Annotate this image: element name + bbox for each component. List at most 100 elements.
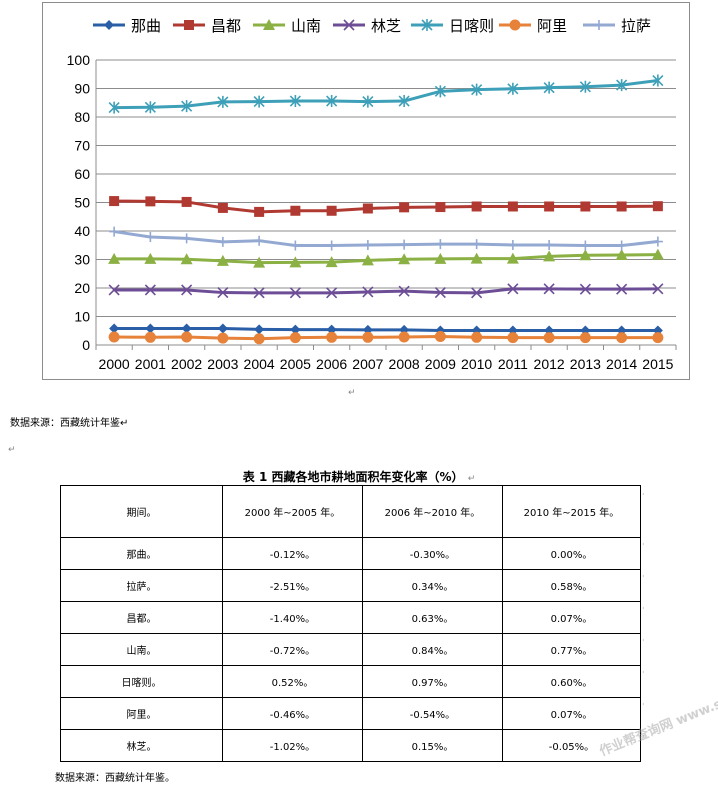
data-point bbox=[217, 332, 229, 344]
rate-cell: 0.34%。 bbox=[362, 569, 503, 602]
x-tick-label: 2001 bbox=[135, 356, 166, 372]
series-line-拉萨 bbox=[113, 230, 659, 248]
data-point bbox=[616, 283, 628, 295]
x-tick-label: 2014 bbox=[606, 356, 637, 372]
data-point bbox=[181, 196, 192, 207]
row-end-mark: · bbox=[642, 490, 645, 499]
data-point bbox=[615, 248, 628, 260]
data-point bbox=[579, 80, 591, 93]
data-point bbox=[289, 95, 301, 108]
data-point bbox=[216, 254, 229, 266]
data-point bbox=[579, 283, 591, 295]
data-point bbox=[145, 323, 156, 334]
data-point bbox=[108, 284, 120, 296]
y-tick-label: 30 bbox=[74, 252, 90, 268]
data-point bbox=[652, 283, 664, 295]
data-point bbox=[616, 240, 627, 251]
region-name-cell: 昌都。 bbox=[60, 601, 223, 634]
y-tick-label: 60 bbox=[74, 166, 90, 182]
chart-canvas: 0 10 20 30 40 50 60 70 80 90 100 2000 2001 2002 2003 20… bbox=[67, 17, 677, 372]
data-point bbox=[289, 287, 301, 299]
data-point bbox=[326, 95, 338, 108]
data-point bbox=[399, 239, 410, 250]
table-title: 表 1 西藏各地市耕地面积年变化率（%） ↵ bbox=[0, 468, 718, 485]
data-point bbox=[507, 239, 518, 250]
data-point bbox=[652, 74, 664, 87]
data-point bbox=[652, 236, 663, 247]
data-point bbox=[325, 256, 338, 268]
legend-label: 山南 bbox=[291, 17, 321, 35]
rate-cell: 0.58%。 bbox=[502, 569, 641, 602]
x-tick-label: 2011 bbox=[498, 356, 528, 372]
blank-paragraph-mark: ↵ bbox=[8, 445, 16, 455]
data-point bbox=[326, 324, 337, 335]
data-point bbox=[470, 252, 483, 264]
header-cell: 2000 年~2005 年。 bbox=[222, 485, 363, 538]
region-name-cell: 阿里。 bbox=[60, 697, 223, 730]
series-line-阿里 bbox=[114, 334, 658, 341]
data-point bbox=[144, 101, 156, 114]
data-point bbox=[108, 101, 120, 114]
legend-marker bbox=[104, 20, 114, 30]
legend-marker bbox=[421, 19, 433, 31]
data-point bbox=[289, 256, 302, 268]
rate-cell: -0.54%。 bbox=[362, 697, 503, 730]
x-tick-label: 2007 bbox=[352, 356, 383, 372]
series-line-昌都 bbox=[114, 199, 658, 214]
rate-cell: 0.00%。 bbox=[502, 537, 641, 570]
data-point bbox=[145, 231, 156, 242]
paragraph-mark: ↵ bbox=[348, 388, 356, 398]
region-name-cell: 那曲。 bbox=[60, 537, 223, 570]
rate-cell: 0.52%。 bbox=[222, 665, 363, 698]
table-row: 昌都。 -1.40%。 0.63%。 0.07%。 bbox=[60, 601, 641, 634]
data-point bbox=[471, 201, 482, 212]
row-end-mark: · bbox=[642, 604, 645, 613]
data-point bbox=[254, 324, 265, 335]
table-source-note: 数据来源：西藏统计年鉴。 bbox=[55, 773, 175, 784]
data-point bbox=[217, 323, 228, 334]
data-point bbox=[253, 333, 265, 345]
data-point bbox=[290, 240, 301, 251]
x-tick-label: 2002 bbox=[171, 356, 202, 372]
x-tick-label: 2003 bbox=[207, 356, 238, 372]
rate-cell: 0.60%。 bbox=[502, 665, 641, 698]
chart-source-note: 数据来源：西藏统计年鉴↵ bbox=[10, 418, 129, 429]
row-end-mark: · bbox=[642, 700, 645, 709]
data-point bbox=[507, 201, 518, 212]
rate-cell: 0.15%。 bbox=[362, 729, 503, 762]
data-point bbox=[290, 324, 301, 335]
rate-cell: -0.12%。 bbox=[222, 537, 363, 570]
y-tick-label: 100 bbox=[67, 52, 91, 68]
data-point bbox=[616, 201, 627, 212]
rate-cell: 0.63%。 bbox=[362, 601, 503, 634]
data-point bbox=[254, 206, 265, 217]
row-end-mark: · bbox=[642, 572, 645, 581]
header-cell: 期间。 bbox=[60, 485, 223, 538]
data-point bbox=[217, 202, 228, 213]
data-point bbox=[652, 332, 664, 344]
y-tick-label: 50 bbox=[74, 195, 90, 211]
data-point bbox=[181, 100, 193, 113]
data-point bbox=[471, 331, 483, 343]
rate-cell: -1.40%。 bbox=[222, 601, 363, 634]
data-point bbox=[289, 332, 301, 344]
row-end-mark: · bbox=[642, 540, 645, 549]
legend-label: 日喀则 bbox=[449, 17, 494, 35]
y-tick-label: 70 bbox=[74, 138, 90, 154]
data-point bbox=[362, 286, 374, 298]
data-point bbox=[217, 95, 229, 108]
data-point bbox=[144, 284, 156, 296]
legend-marker bbox=[184, 20, 194, 30]
legend-label: 阿里 bbox=[537, 17, 567, 35]
y-tick-label: 0 bbox=[82, 337, 90, 353]
rate-cell: -0.05%。 bbox=[502, 729, 641, 762]
row-end-mark: · bbox=[642, 668, 645, 677]
table-row: 拉萨。 -2.51%。 0.34%。 0.58%。 bbox=[60, 569, 641, 602]
region-name-cell: 山南。 bbox=[60, 633, 223, 666]
table-title-text: 表 1 西藏各地市耕地面积年变化率（%） bbox=[242, 470, 464, 484]
data-point bbox=[543, 283, 555, 295]
data-point bbox=[181, 233, 192, 244]
data-point bbox=[108, 252, 121, 264]
data-point bbox=[507, 82, 519, 95]
y-tick-label: 80 bbox=[74, 109, 90, 125]
